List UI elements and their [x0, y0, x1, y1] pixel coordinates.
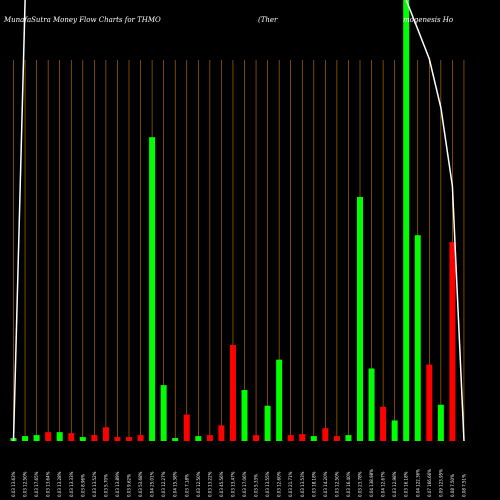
bar-30 [345, 435, 352, 441]
bar-28 [322, 428, 329, 441]
tick-label-15: 0.04 15.38% [173, 471, 178, 497]
tick-label-36: 0.04 122.36% [415, 469, 420, 497]
tick-label-27: 0.03 18.18% [311, 471, 316, 497]
tick-label-17: 0.03 12.50% [196, 471, 201, 497]
x-axis-tick-labels: 0.03 13.63% 0.03 12.50% 0.03 17.65% 0.03 13… [11, 469, 466, 497]
tick-label-12: 0.03 53.68% [138, 471, 143, 497]
bar-19 [218, 425, 225, 441]
bar-25 [287, 435, 294, 441]
tick-label-18: 0.03 13.22% [207, 471, 212, 497]
tick-label-2: 0.03 12.50% [23, 471, 28, 497]
bar-5 [56, 432, 63, 441]
tick-label-40: 0.08 7.51% [461, 474, 466, 497]
bar-37 [426, 364, 433, 441]
tick-label-30: 0.03 16.40% [346, 471, 351, 497]
bar-9 [102, 427, 109, 441]
bar-39 [449, 242, 456, 441]
tick-label-3: 0.03 17.65% [34, 471, 39, 497]
tick-label-1: 0.03 13.63% [11, 471, 16, 497]
tick-label-28: 0.03 14.20% [323, 471, 328, 497]
tick-label-16: 0.03 7.18% [184, 474, 189, 497]
tick-label-32: 0.04 138.98% [369, 469, 374, 497]
bar-3 [33, 435, 40, 441]
bar-27 [310, 436, 317, 441]
bar-29 [333, 436, 340, 441]
tick-label-33: 0.04 12.67% [381, 471, 386, 497]
tick-label-34: 0.03 12.98% [392, 471, 397, 497]
tick-label-8: 0.03 13.52% [92, 471, 97, 497]
bar-17 [195, 436, 202, 441]
bar-20 [229, 344, 236, 441]
bar-16 [183, 414, 190, 441]
tick-label-22: 0.03 5.33% [254, 474, 259, 497]
bar-11 [126, 437, 132, 441]
tick-label-37: 0.07 166.66% [427, 469, 432, 497]
bar-35 [403, 0, 410, 441]
bar-7 [79, 437, 86, 441]
tick-label-20: 0.03 13.47% [230, 471, 235, 497]
bar-38 [437, 404, 444, 441]
tick-label-25: 0.03 21.71% [288, 471, 293, 497]
tick-label-11: 0.03 9.62% [127, 474, 132, 497]
tick-label-14: 0.03 12.27% [161, 471, 166, 497]
bar-32 [368, 368, 375, 441]
bar-10 [114, 437, 121, 441]
bar-21 [241, 390, 248, 441]
tick-label-35: 0.03 16.18% [404, 471, 409, 497]
bar-26 [299, 434, 306, 441]
tick-label-19: 0.03 45.56% [219, 471, 224, 497]
chart-gridlines [13, 60, 465, 441]
bar-13 [149, 137, 156, 441]
bar-8 [91, 435, 98, 441]
bar-31 [357, 196, 363, 441]
bar-4 [45, 432, 52, 441]
tick-label-26: 0.03 13.53% [300, 471, 305, 497]
tick-label-6: 0.03 13.33% [69, 471, 74, 497]
tick-label-21: 0.03 17.06% [242, 471, 247, 497]
tick-label-31: 0.03 23.78% [358, 471, 363, 497]
tick-label-29: 0.03 12.50% [334, 471, 339, 497]
bar-22 [253, 435, 260, 441]
tick-label-13: 0.04 25.01% [150, 471, 155, 497]
tick-label-4: 0.03 13.64% [46, 471, 51, 497]
bar-2 [22, 436, 29, 441]
tick-label-39: 0.08 7.50% [450, 474, 455, 497]
tick-label-7: 0.03 8.96% [80, 474, 85, 497]
bar-36 [414, 235, 421, 441]
tick-label-9: 0.03 5.70% [103, 474, 108, 497]
tick-label-38: 0.09 123.95% [438, 469, 443, 497]
tick-label-23: 0.03 13.55% [265, 471, 270, 497]
tick-label-24: 0.03 12.60% [277, 471, 282, 497]
bar-12 [137, 435, 144, 441]
chart-title-left: MunafaSutra Money Flow Charts for THMO [3, 16, 161, 24]
bar-6 [68, 433, 75, 441]
chart-title-right: mogenesis Ho [403, 16, 453, 24]
bar-15 [172, 438, 179, 441]
bar-33 [380, 406, 387, 441]
tick-label-5: 0.03 13.28% [57, 471, 62, 497]
bar-14 [160, 385, 167, 441]
bar-24 [276, 359, 283, 441]
money-flow-line [12, 0, 465, 442]
bar-34 [391, 420, 398, 441]
chart-title-mid: (Ther [258, 16, 278, 24]
tick-label-10: 0.03 13.89% [115, 471, 120, 497]
chart-bars [10, 0, 456, 441]
bar-23 [264, 405, 271, 441]
bar-18 [206, 435, 213, 441]
